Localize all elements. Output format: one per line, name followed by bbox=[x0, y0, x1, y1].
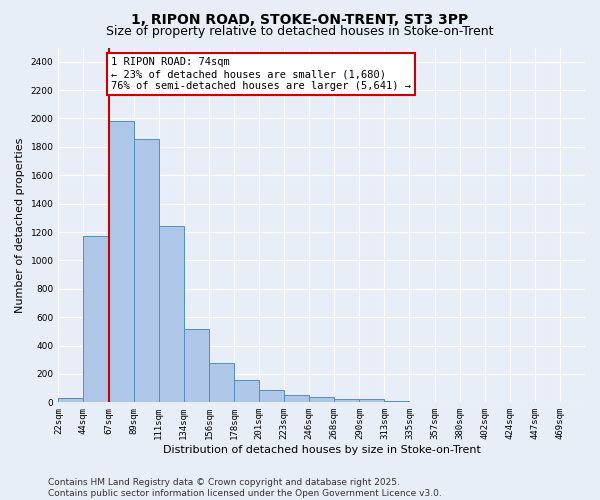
Bar bbox=[259, 390, 284, 402]
Bar bbox=[134, 139, 159, 402]
Bar bbox=[234, 380, 259, 402]
Bar bbox=[159, 226, 184, 402]
Bar bbox=[184, 329, 209, 402]
Bar bbox=[58, 398, 83, 402]
Bar bbox=[334, 399, 359, 402]
Bar bbox=[284, 395, 309, 402]
Text: Size of property relative to detached houses in Stoke-on-Trent: Size of property relative to detached ho… bbox=[106, 25, 494, 38]
Bar bbox=[309, 396, 334, 402]
Bar bbox=[83, 236, 109, 402]
Text: Contains HM Land Registry data © Crown copyright and database right 2025.
Contai: Contains HM Land Registry data © Crown c… bbox=[48, 478, 442, 498]
Y-axis label: Number of detached properties: Number of detached properties bbox=[15, 137, 25, 312]
X-axis label: Distribution of detached houses by size in Stoke-on-Trent: Distribution of detached houses by size … bbox=[163, 445, 481, 455]
Text: 1, RIPON ROAD, STOKE-ON-TRENT, ST3 3PP: 1, RIPON ROAD, STOKE-ON-TRENT, ST3 3PP bbox=[131, 12, 469, 26]
Text: 1 RIPON ROAD: 74sqm
← 23% of detached houses are smaller (1,680)
76% of semi-det: 1 RIPON ROAD: 74sqm ← 23% of detached ho… bbox=[111, 58, 411, 90]
Bar bbox=[109, 122, 134, 402]
Bar bbox=[359, 400, 385, 402]
Bar bbox=[209, 364, 234, 403]
Bar bbox=[385, 401, 409, 402]
